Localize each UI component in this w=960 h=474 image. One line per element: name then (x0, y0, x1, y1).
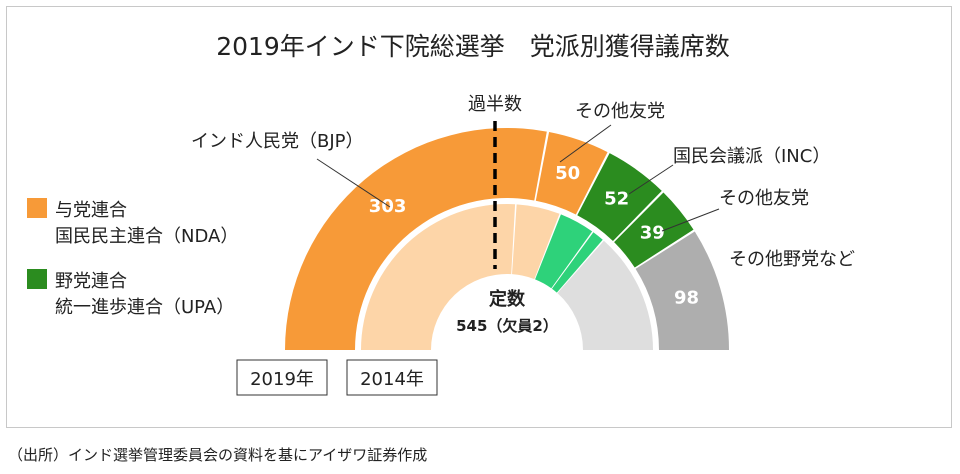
ring-2014年-segment-0 (361, 203, 516, 350)
ring-2019年-segment-1 (535, 132, 608, 215)
legend-swatch-upa (27, 269, 47, 289)
callout-line-nda-others (559, 124, 612, 163)
ring-name-2019: 2019年 (250, 369, 314, 390)
callout-line-inc (628, 164, 674, 195)
legend-sub-upa: 統一進歩連合（UPA） (55, 297, 234, 318)
ring-2019年-segment-4 (635, 231, 729, 350)
chart-frame: 2019年インド下院総選挙 党派別獲得議席数 303 50 52 39 98 定数 54… (6, 6, 952, 428)
ring-name-box-2014 (346, 359, 438, 396)
chart-title: 2019年インド下院総選挙 党派別獲得議席数 (216, 32, 730, 61)
ring-2019年-segment-2 (577, 153, 662, 242)
callout-bjp: インド人民党（BJP） (191, 131, 364, 152)
center-label: 定数 (489, 288, 526, 310)
callout-inc: 国民会議派（INC） (673, 146, 830, 167)
legend-sub-nda: 国民民主連合（NDA） (55, 226, 238, 247)
callout-upa-others: その他友党 (719, 188, 809, 209)
ring-2019年-value-label-2: 52 (604, 189, 629, 210)
legend-label-upa: 野党連合 (55, 271, 127, 292)
ring-2019年-value-label-1: 50 (555, 163, 580, 184)
ring-name-2014: 2014年 (360, 369, 424, 390)
legend-label-nda: 与党連合 (55, 200, 127, 221)
callout-other-opposition: その他野党など (729, 249, 855, 270)
ring-2014年-segment-3 (551, 232, 603, 293)
ring-name-box-2019 (236, 359, 328, 396)
ring-2019年-value-label-0: 303 (369, 196, 407, 217)
ring-2019年-segment-0 (285, 128, 547, 350)
ring-2014年-segment-4 (557, 240, 653, 350)
rings-group: 303 50 52 39 98 (285, 128, 729, 350)
ring-2019年-value-label-4: 98 (674, 288, 699, 309)
ring-2014年-segment-2 (535, 214, 593, 289)
callout-line-upa-others (661, 208, 720, 232)
majority-label: 過半数 (468, 94, 522, 115)
center-sub-label: 545（欠員2） (456, 317, 558, 335)
ring-2014年-segment-1 (512, 204, 560, 280)
half-donut-chart: 2019年インド下院総選挙 党派別獲得議席数 303 50 52 39 98 定数 54… (27, 32, 855, 396)
callout-nda-others: その他友党 (575, 101, 665, 122)
ring-2019年-value-label-3: 39 (640, 222, 665, 243)
ring-2019年-segment-3 (614, 192, 694, 268)
source-note: （出所）インド選挙管理委員会の資料を基にアイザワ証券作成 (8, 446, 428, 464)
callout-line-bjp (316, 158, 391, 208)
legend-swatch-nda (27, 198, 47, 218)
